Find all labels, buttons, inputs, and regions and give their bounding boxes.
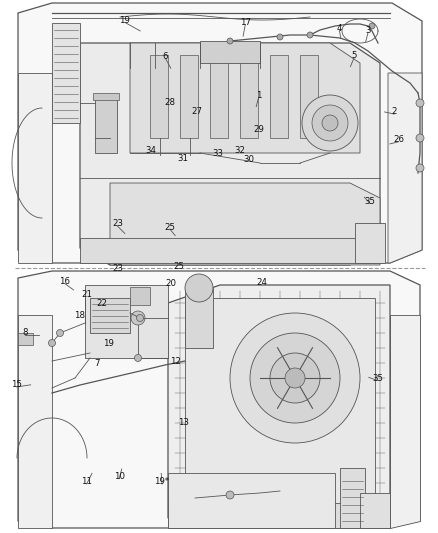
Text: 34: 34 [145, 146, 157, 155]
Circle shape [416, 99, 424, 107]
Text: 13: 13 [177, 418, 189, 426]
Text: 23: 23 [112, 264, 123, 273]
Text: 35: 35 [372, 374, 383, 383]
Circle shape [226, 491, 234, 499]
Polygon shape [52, 23, 80, 123]
Text: 8: 8 [23, 328, 28, 337]
Polygon shape [18, 271, 420, 528]
Polygon shape [168, 473, 335, 528]
Text: 27: 27 [191, 108, 203, 116]
Circle shape [270, 353, 320, 403]
Text: 25: 25 [173, 262, 184, 271]
Polygon shape [85, 285, 168, 358]
Circle shape [49, 340, 56, 346]
Polygon shape [270, 55, 288, 138]
Text: 28: 28 [164, 98, 176, 107]
Text: 6: 6 [163, 52, 168, 61]
Circle shape [416, 164, 424, 172]
Circle shape [285, 368, 305, 388]
Polygon shape [130, 43, 360, 153]
Circle shape [416, 134, 424, 142]
Text: 5: 5 [351, 52, 357, 60]
Circle shape [137, 314, 144, 321]
Text: 3: 3 [365, 27, 371, 35]
Polygon shape [200, 41, 260, 63]
Polygon shape [210, 55, 228, 138]
Text: 31: 31 [177, 155, 189, 163]
Text: 30: 30 [243, 156, 254, 164]
Text: 33: 33 [212, 149, 224, 158]
Text: 24: 24 [256, 278, 268, 287]
Text: 29: 29 [253, 125, 264, 134]
Text: 1: 1 [256, 92, 261, 100]
Polygon shape [168, 503, 390, 528]
Circle shape [302, 95, 358, 151]
Circle shape [250, 333, 340, 423]
Polygon shape [390, 315, 420, 528]
Text: 22: 22 [96, 300, 107, 308]
Text: 10: 10 [113, 472, 125, 481]
Circle shape [312, 105, 348, 141]
Polygon shape [93, 93, 119, 100]
Text: 32: 32 [234, 146, 246, 155]
Text: 7: 7 [95, 359, 100, 368]
Polygon shape [388, 73, 422, 263]
Circle shape [307, 32, 313, 38]
Polygon shape [110, 183, 380, 265]
Text: 15: 15 [11, 381, 22, 389]
Text: 11: 11 [81, 478, 92, 486]
Circle shape [185, 274, 213, 302]
Text: 18: 18 [74, 311, 85, 320]
Bar [130, 287, 150, 305]
Polygon shape [150, 55, 168, 138]
Polygon shape [90, 298, 130, 333]
Polygon shape [18, 3, 422, 263]
Circle shape [369, 23, 375, 29]
Polygon shape [300, 55, 318, 138]
Polygon shape [180, 55, 198, 138]
Polygon shape [168, 285, 390, 528]
Polygon shape [340, 468, 365, 528]
Polygon shape [18, 73, 52, 263]
Bar [185, 288, 213, 348]
Bar [18, 333, 33, 345]
Text: 2: 2 [392, 108, 397, 116]
Polygon shape [360, 493, 390, 528]
Circle shape [322, 115, 338, 131]
Text: 16: 16 [59, 277, 71, 286]
Text: 19: 19 [120, 16, 130, 25]
Text: 12: 12 [170, 357, 181, 366]
Polygon shape [18, 315, 52, 528]
Bar [95, 98, 117, 153]
Text: 4: 4 [337, 24, 342, 33]
Circle shape [230, 313, 360, 443]
Circle shape [57, 329, 64, 336]
Text: 25: 25 [164, 223, 176, 231]
Text: 35: 35 [364, 197, 376, 206]
Text: 23: 23 [112, 220, 123, 228]
Polygon shape [355, 223, 385, 263]
Polygon shape [240, 55, 258, 138]
Circle shape [134, 354, 141, 361]
Polygon shape [80, 238, 380, 263]
Circle shape [277, 34, 283, 40]
Text: 19: 19 [103, 339, 114, 348]
Text: 17: 17 [240, 18, 251, 27]
Circle shape [227, 38, 233, 44]
Polygon shape [185, 298, 375, 508]
Circle shape [131, 311, 145, 325]
Text: 21: 21 [81, 290, 92, 298]
Polygon shape [80, 43, 380, 265]
Text: 19*: 19* [155, 478, 170, 486]
Text: 20: 20 [165, 279, 177, 288]
Text: 26: 26 [393, 135, 404, 144]
